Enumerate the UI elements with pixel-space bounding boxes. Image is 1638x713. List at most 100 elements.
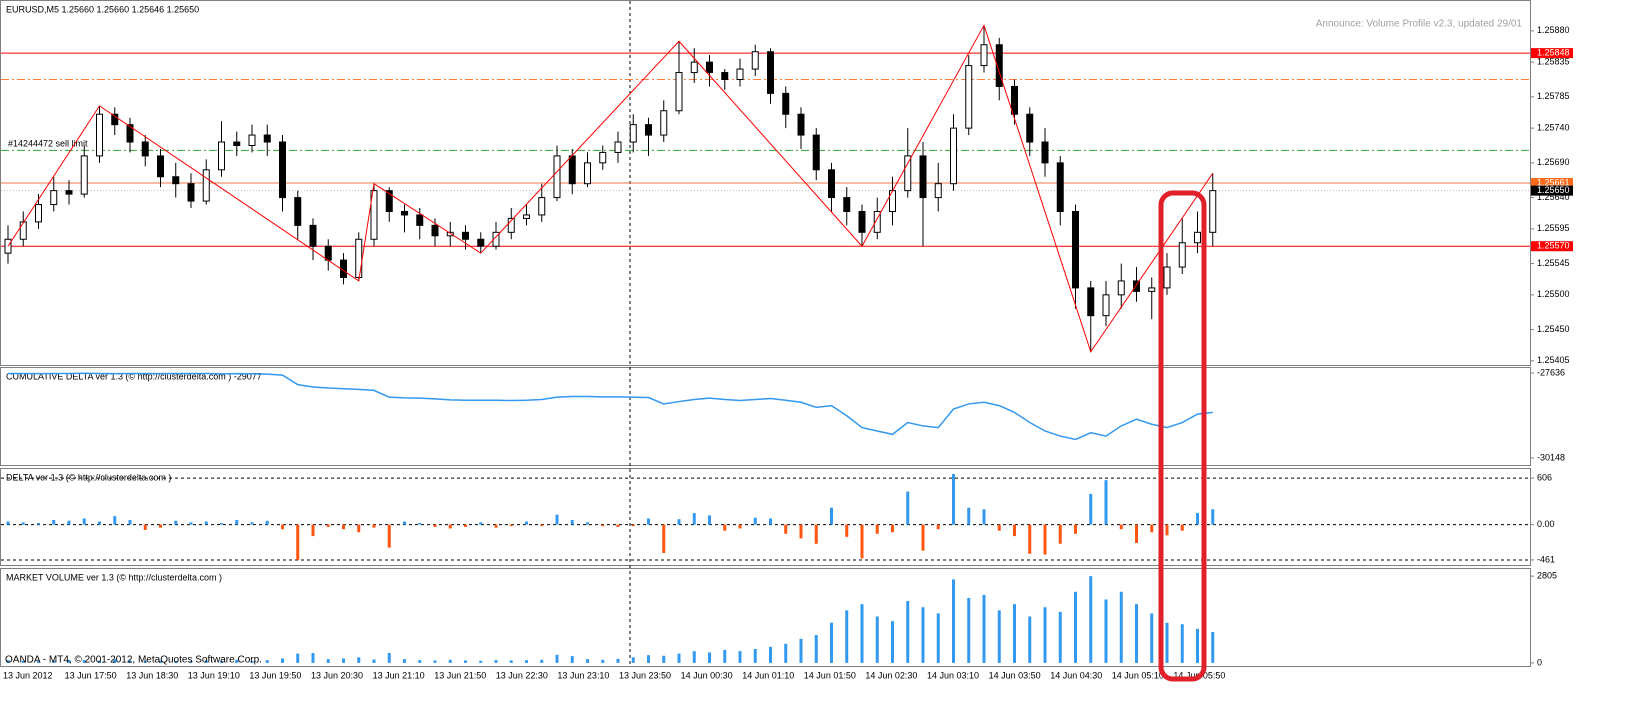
y-tick-label: 0.00 [1537,519,1555,529]
bar [1180,624,1184,663]
bar [799,638,803,663]
bar [891,524,894,533]
price-level-label: 1.25650 [1537,185,1570,195]
bar [1058,611,1062,663]
announce: Announce: Volume Profile v2.3, updated 2… [1316,19,1523,30]
bar [37,661,40,663]
bar [1150,613,1154,663]
bar [174,520,178,525]
bar [570,519,574,525]
bar [418,523,422,525]
candle-body [370,190,378,240]
price-level-label: 1.25661 [1537,177,1570,187]
bar [708,515,711,525]
candle-body [568,155,576,185]
bar [372,659,376,663]
y-tick-label: 0 [1537,657,1542,667]
candle-body [843,197,851,212]
candle-body [721,72,729,80]
x-tick-label: 13 Jun 22:30 [496,670,548,680]
order-label: #14244472 sell limit [8,139,88,149]
x-tick-label: 13 Jun 21:10 [373,670,425,680]
candle-body [965,65,973,129]
bar [753,648,757,663]
bar [555,514,559,525]
bar [494,660,498,663]
x-tick-label: 13 Jun 23:10 [557,670,609,680]
bar [1028,616,1032,663]
panel-title: EURUSD,M5 1.25660 1.25660 1.25646 1.2565… [6,4,199,14]
bar [830,622,833,663]
bar [936,524,940,530]
bar [784,524,788,534]
bar [830,507,833,525]
bar [159,660,162,663]
bar [875,524,879,534]
bar [769,518,772,525]
bar [982,509,986,525]
y-tick-label: 1.25690 [1537,157,1570,167]
y-tick-label: 1.25595 [1537,223,1570,233]
bar [372,524,376,528]
bar [128,519,132,525]
bar [403,521,406,525]
x-tick-label: 14 Jun 05:10 [1112,670,1164,680]
panel-title: MARKET VOLUME ver 1.3 (© http://clusterd… [6,572,222,582]
bar [128,660,132,663]
bar [799,524,803,539]
panel-title: DELTA ver 1.3 (© http://clusterdelta.com… [6,472,171,482]
bar [997,524,1001,531]
bar [52,660,56,663]
bar [67,520,71,525]
bar [845,610,849,663]
bar [1074,524,1077,534]
y-tick-label: 1.25640 [1537,192,1570,202]
y-tick-label: 1.25880 [1537,25,1570,35]
bar [952,579,955,663]
bar [967,507,971,525]
bar [1089,576,1093,663]
bar [814,524,818,544]
bar [235,659,239,663]
highlight-box [1158,190,1207,682]
x-tick-label: 13 Jun 19:50 [249,670,301,680]
panel-title: CUMULATIVE DELTA ver 1.3 (© http://clust… [6,371,262,381]
bar [21,522,25,525]
price-level-label: 1.25570 [1537,241,1570,251]
bar [1028,524,1032,554]
y-tick-label: -27636 [1537,367,1565,377]
bar [723,649,727,663]
bar [189,661,193,663]
x-tick-label: 13 Jun 18:30 [126,670,178,680]
candle-body [1056,162,1064,212]
bar [113,516,117,525]
bar [220,523,223,525]
candle-body [1011,85,1018,115]
bar [296,653,300,663]
candle-body [782,92,790,115]
bar [204,660,208,663]
line [8,372,1213,441]
x-tick-label: 13 Jun 20:30 [311,670,363,680]
bar [37,523,40,525]
candle-body [279,141,286,199]
x-tick-label: 14 Jun 03:50 [989,670,1041,680]
candle-body [1117,280,1125,296]
candle-body [980,44,988,67]
candle-body [1163,266,1171,289]
bar [494,524,498,528]
bar [1135,604,1138,663]
bar [1180,524,1184,531]
bar [235,519,239,525]
candle-body [797,113,805,136]
bar [601,659,605,663]
candle-body [1102,294,1110,317]
bar [250,522,254,525]
candle-body [1041,141,1049,164]
bar [479,522,483,525]
bar [326,524,330,527]
candle-body [431,224,439,237]
x-tick-label: 13 Jun 23:50 [619,670,671,680]
candle-body [19,221,27,240]
